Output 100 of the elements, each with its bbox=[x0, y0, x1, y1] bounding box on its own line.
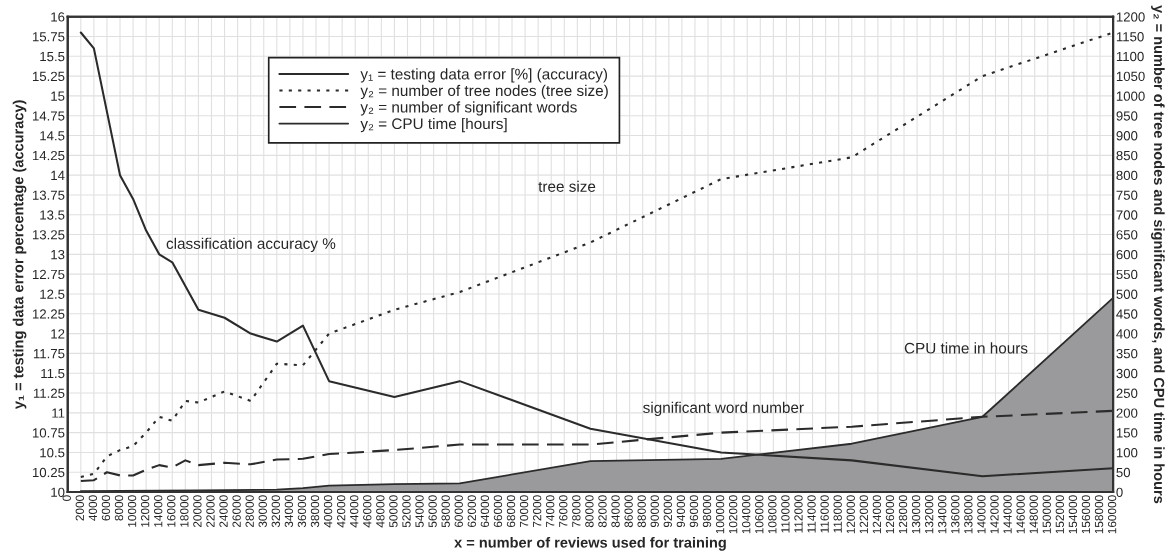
x-tick-label: 24000 bbox=[219, 495, 228, 528]
x-tick-label: 64000 bbox=[480, 495, 490, 528]
x-tick-label: 140000 bbox=[977, 495, 986, 534]
x-tick-label: 0 bbox=[62, 495, 71, 501]
y-tick-label: 14.25 bbox=[32, 150, 65, 161]
x-tick-label: 94000 bbox=[676, 495, 686, 528]
y2-tick-label: 1100 bbox=[1116, 51, 1144, 62]
y2-tick-label: 400 bbox=[1116, 329, 1138, 339]
x-axis-title: x = number of reviews used for training bbox=[454, 537, 726, 551]
x-tick-label: 60000 bbox=[454, 495, 463, 528]
x-tick-label: 118000 bbox=[833, 495, 842, 533]
x-tick-label: 132000 bbox=[924, 495, 934, 534]
y2-tick-label: 100 bbox=[1116, 448, 1138, 458]
x-tick-label: 22000 bbox=[206, 495, 215, 528]
x-tick-label: 74000 bbox=[546, 495, 555, 528]
y2-tick-label: 500 bbox=[1116, 289, 1138, 299]
x-tick-label: 46000 bbox=[363, 495, 372, 528]
x-tick-label: 110000 bbox=[781, 495, 790, 533]
x-tick-label: 76000 bbox=[559, 495, 568, 528]
x-tick-label: 136000 bbox=[951, 495, 960, 534]
x-tick-label: 120000 bbox=[846, 495, 855, 534]
legend-label: y₁ = testing data error [%] (accuracy) bbox=[360, 68, 608, 83]
y2-tick-label: 550 bbox=[1116, 269, 1138, 280]
annotation: significant word number bbox=[643, 401, 804, 416]
y-tick-label: 14.5 bbox=[40, 131, 65, 141]
x-tick-label: 88000 bbox=[637, 495, 646, 528]
x-tick-label: 72000 bbox=[532, 495, 542, 528]
x-tick-label: 18000 bbox=[180, 495, 189, 527]
x-tick-label: 116000 bbox=[820, 495, 829, 533]
y-tick-label: 12.25 bbox=[32, 309, 65, 319]
y2-tick-label: 150 bbox=[1116, 428, 1138, 438]
y-tick-label: 13 bbox=[51, 249, 65, 260]
y-tick-label: 14.75 bbox=[32, 111, 65, 121]
y2-tick-label: 0 bbox=[1116, 487, 1123, 497]
x-tick-label: 78000 bbox=[572, 495, 581, 528]
y-tick-label: 10.75 bbox=[32, 428, 65, 438]
y2-tick-label: 850 bbox=[1116, 150, 1138, 161]
x-tick-label: 86000 bbox=[624, 495, 633, 528]
y2-tick-label: 800 bbox=[1116, 170, 1138, 181]
annotation: CPU time in hours bbox=[904, 342, 1028, 354]
y2-tick-label: 350 bbox=[1116, 348, 1138, 359]
x-tick-label: 114000 bbox=[807, 495, 816, 533]
legend-label: y₂ = CPU time [hours] bbox=[360, 117, 507, 133]
legend-label: y₂ = number of significant words bbox=[360, 101, 577, 116]
y2-tick-label: 300 bbox=[1116, 368, 1138, 379]
x-tick-label: 44000 bbox=[350, 495, 359, 528]
x-tick-label: 134000 bbox=[938, 495, 947, 534]
x-tick-label: 160000 bbox=[1107, 495, 1117, 534]
y-tick-label: 16 bbox=[51, 12, 65, 22]
y2-tick-label: 950 bbox=[1116, 111, 1138, 121]
y-tick-label: 14 bbox=[51, 170, 65, 180]
y-tick-label: 13.25 bbox=[32, 230, 65, 240]
x-tick-label: 148000 bbox=[1029, 495, 1038, 534]
legend-label: y₂ = number of tree nodes (tree size) bbox=[360, 84, 608, 100]
x-tick-label: 124000 bbox=[872, 495, 882, 534]
y-tick-label: 15 bbox=[51, 91, 65, 101]
x-tick-label: 112000 bbox=[794, 495, 803, 533]
x-tick-label: 8000 bbox=[114, 495, 124, 521]
y2-tick-label: 650 bbox=[1116, 230, 1138, 240]
y2-tick-label: 200 bbox=[1116, 408, 1138, 418]
x-tick-label: 68000 bbox=[506, 495, 516, 528]
x-tick-label: 52000 bbox=[402, 495, 411, 528]
x-tick-label: 30000 bbox=[258, 495, 267, 528]
x-tick-label: 26000 bbox=[232, 495, 241, 528]
y2-tick-label: 600 bbox=[1116, 249, 1138, 260]
x-tick-label: 98000 bbox=[702, 495, 712, 528]
x-tick-label: 158000 bbox=[1094, 495, 1104, 534]
y2-tick-label: 1000 bbox=[1116, 91, 1145, 101]
x-tick-label: 126000 bbox=[885, 495, 895, 534]
y-tick-label: 10.25 bbox=[32, 467, 65, 478]
x-tick-label: 100000 bbox=[715, 495, 725, 534]
x-tick-label: 50000 bbox=[389, 495, 398, 528]
y-tick-label: 11.25 bbox=[33, 388, 65, 398]
x-tick-label: 56000 bbox=[428, 495, 437, 528]
x-tick-label: 138000 bbox=[964, 495, 973, 534]
y-tick-label: 11.5 bbox=[41, 368, 65, 379]
y2-tick-label: 1150 bbox=[1116, 32, 1144, 42]
x-tick-label: 38000 bbox=[310, 495, 320, 528]
x-tick-label: 96000 bbox=[689, 495, 699, 528]
y-tick-label: 11.75 bbox=[33, 349, 65, 359]
y-tick-label: 15.25 bbox=[32, 71, 65, 82]
x-tick-label: 102000 bbox=[728, 495, 738, 534]
y-tick-label: 13.75 bbox=[32, 190, 65, 200]
x-tick-label: 36000 bbox=[297, 495, 307, 528]
x-tick-label: 128000 bbox=[898, 495, 908, 534]
x-tick-label: 142000 bbox=[990, 495, 999, 534]
y-axis-title: y₁ = testing data error percentage (accuracy) bbox=[12, 100, 27, 410]
x-tick-label: 146000 bbox=[1016, 495, 1025, 534]
x-tick-label: 144000 bbox=[1003, 495, 1012, 534]
x-tick-label: 108000 bbox=[768, 495, 777, 534]
y-tick-label: 11 bbox=[52, 408, 65, 418]
y-tick-label: 10 bbox=[51, 487, 65, 497]
y-tick-label: 15.75 bbox=[32, 32, 65, 42]
x-tick-label: 2000 bbox=[75, 495, 84, 521]
x-tick-label: 104000 bbox=[742, 495, 751, 534]
x-tick-label: 4000 bbox=[88, 495, 98, 521]
x-tick-label: 34000 bbox=[284, 495, 294, 528]
x-tick-label: 106000 bbox=[755, 495, 764, 534]
x-tick-label: 130000 bbox=[911, 495, 921, 534]
x-tick-label: 66000 bbox=[493, 495, 503, 528]
